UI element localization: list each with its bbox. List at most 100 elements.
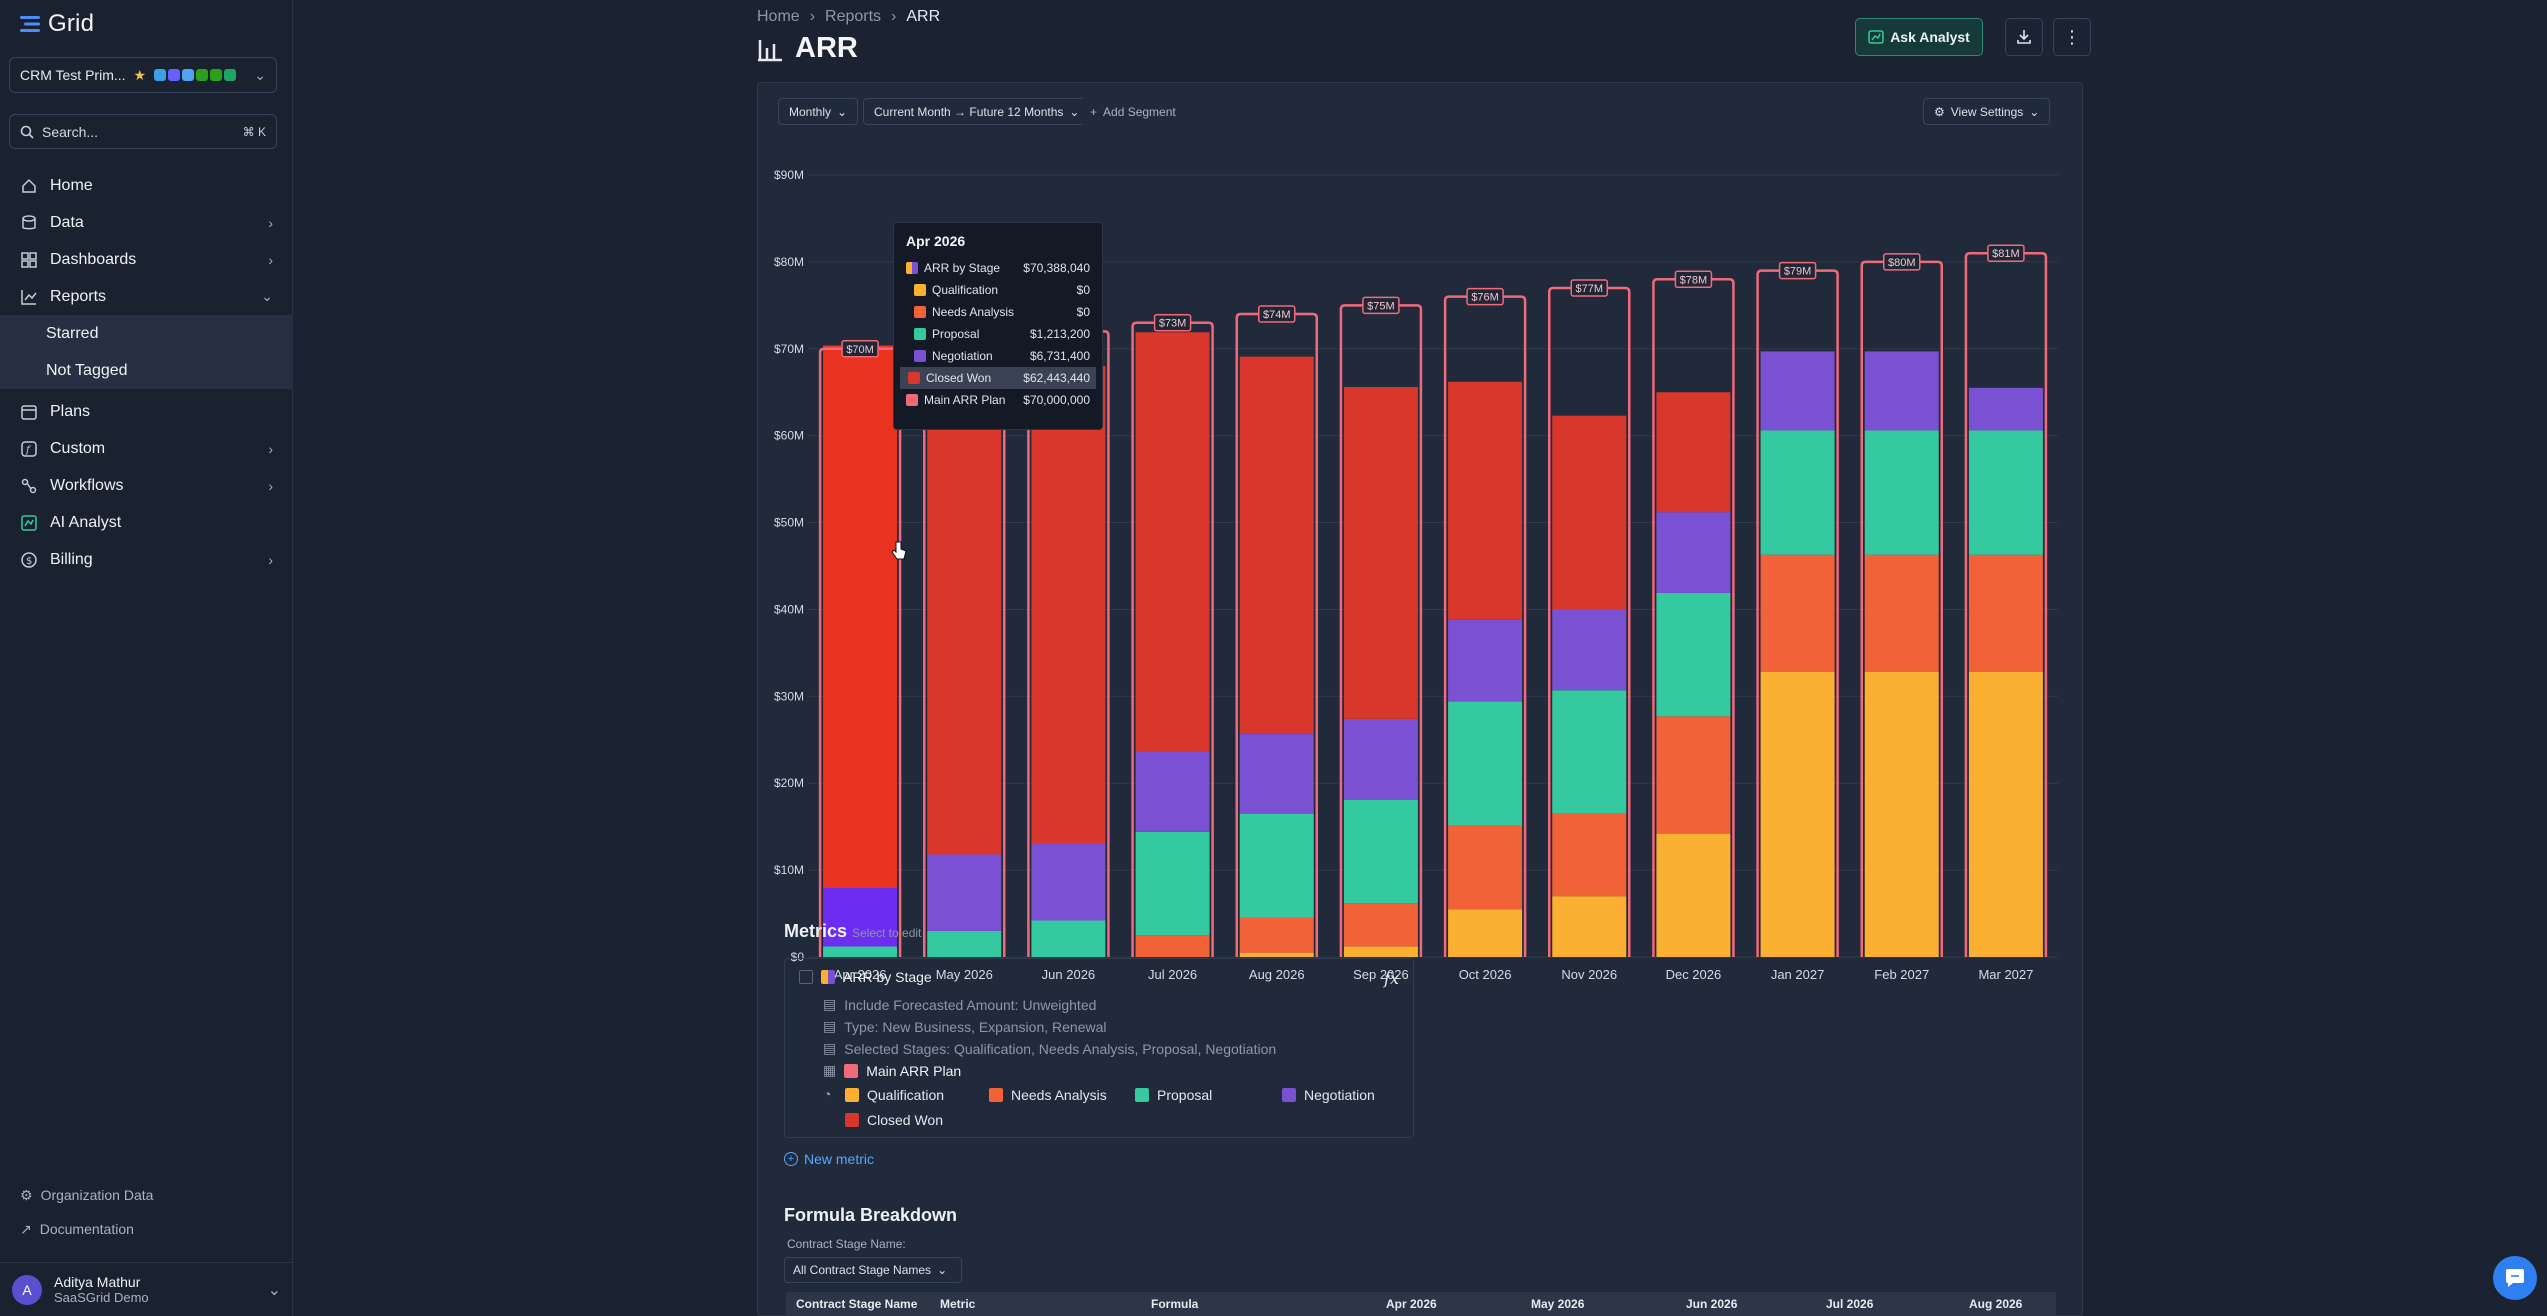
metric-checkbox[interactable] <box>799 970 813 984</box>
bar-segment <box>1968 554 2043 673</box>
app-logo[interactable]: Grid <box>20 10 94 38</box>
bar-segment <box>1343 946 1418 957</box>
date-range-select[interactable]: Current Month → Future 12 Months ⌄ <box>863 98 1091 125</box>
bar-segment <box>1031 920 1106 957</box>
tooltip-label: Negotiation <box>932 349 993 363</box>
nav-item-plans[interactable]: Plans <box>0 393 293 430</box>
column-header[interactable]: May 2026 <box>1531 1297 1585 1311</box>
bar-segment <box>1343 903 1418 947</box>
nav-label: Dashboards <box>50 250 137 268</box>
plan-label: $81M <box>1992 248 2020 260</box>
breadcrumb-home[interactable]: Home <box>757 8 800 25</box>
bar-segment <box>1135 332 1210 752</box>
nav-item-billing[interactable]: $ Billing › <box>0 541 293 578</box>
workspace-switcher[interactable]: CRM Test Prim... ★ ⌄ <box>9 57 277 93</box>
metric-card[interactable]: ARR by Stage fx ▤ Include Forecasted Amou… <box>784 958 1414 1138</box>
arr-chart[interactable]: $0 $10M $20M $30M $40M $50M $60M $70M $80M $90M $7… <box>758 153 2084 983</box>
add-segment-button[interactable]: + Add Segment <box>1080 98 1186 125</box>
nav-item-ai-analyst[interactable]: AI Analyst <box>0 504 293 541</box>
column-header[interactable]: Contract Stage Name <box>796 1297 918 1311</box>
qualification-swatch <box>914 284 926 296</box>
integration-icons <box>154 69 237 81</box>
legend-label: Proposal <box>1157 1087 1213 1103</box>
tooltip-value: $1,213,200 <box>1029 327 1090 341</box>
plan-label-box <box>841 340 879 358</box>
bar-segment <box>1968 430 2043 555</box>
chevron-down-icon: ⌄ <box>261 288 273 304</box>
document-icon: ▤ <box>823 996 837 1012</box>
view-settings-button[interactable]: ⚙ View Settings ⌄ <box>1923 98 2051 125</box>
bar-segment <box>1031 844 1106 921</box>
chat-support-button[interactable] <box>2493 1256 2537 1300</box>
ask-analyst-button[interactable]: Ask Analyst <box>1855 18 1983 56</box>
home-icon <box>20 177 38 195</box>
document-icon: ▤ <box>823 1040 837 1056</box>
column-header[interactable]: Jun 2026 <box>1686 1297 1738 1311</box>
workspace-name: CRM Test Prim... <box>20 67 126 83</box>
y-tick-label: $0 <box>791 950 805 964</box>
plan-label: $79M <box>1784 266 1812 278</box>
nav-label: Home <box>50 176 93 194</box>
chevron-down-icon: ⌄ <box>267 1281 281 1299</box>
bar-segment <box>927 930 1002 957</box>
column-header[interactable]: Jul 2026 <box>1826 1297 1874 1311</box>
breadcrumb-reports[interactable]: Reports <box>825 8 882 25</box>
metric-header: ARR by Stage <box>799 969 932 985</box>
column-header[interactable]: Aug 2026 <box>1969 1297 2023 1311</box>
download-button[interactable] <box>2005 18 2043 56</box>
stripe-icon <box>168 69 181 81</box>
search-shortcut: ⌘ K <box>242 124 266 139</box>
chevron-right-icon: › <box>268 551 273 568</box>
nav-item-workflows[interactable]: Workflows › <box>0 467 293 504</box>
tooltip-label: ARR by Stage <box>924 261 1001 275</box>
nav-item-starred[interactable]: Starred <box>0 315 293 352</box>
y-tick-label: $10M <box>774 863 804 877</box>
tooltip-value: $6,731,400 <box>1029 349 1090 363</box>
plan-swatch <box>906 394 918 406</box>
column-header[interactable]: Formula <box>1151 1297 1199 1311</box>
nav-item-not-tagged[interactable]: Not Tagged <box>0 352 293 389</box>
metric-option-label: Include Forecasted Amount: Unweighted <box>844 996 1097 1013</box>
tooltip-value: $70,000,000 <box>1023 393 1090 407</box>
x-tick-label: Dec 2026 <box>1666 967 1722 982</box>
legend-label: Qualification <box>867 1087 945 1103</box>
nav-item-reports[interactable]: Reports ⌄ <box>0 278 293 315</box>
x-tick-label: Aug 2026 <box>1249 967 1305 982</box>
column-header[interactable]: Metric <box>940 1297 976 1311</box>
star-icon[interactable]: ★ <box>133 66 147 83</box>
user-menu[interactable]: A Aditya Mathur SaaSGrid Demo ⌄ <box>0 1262 293 1316</box>
closed-won-swatch <box>908 372 920 384</box>
x-tick-label: Jun 2026 <box>1042 967 1096 982</box>
nav-item-home[interactable]: Home <box>0 167 293 204</box>
nav-item-custom[interactable]: f Custom › <box>0 430 293 467</box>
bar-segment <box>1448 381 1523 620</box>
metric-option: ▤ Include Forecasted Amount: Unweighted <box>823 996 1096 1013</box>
legend-label: Needs Analysis <box>1011 1087 1107 1103</box>
y-tick-label: $80M <box>774 255 804 269</box>
contract-stage-filter-label: Contract Stage Name: <box>787 1237 906 1251</box>
granularity-select[interactable]: Monthly ⌄ <box>778 98 859 125</box>
bar-segment <box>1343 799 1418 904</box>
nav-label: Not Tagged <box>46 361 128 379</box>
nav-item-data[interactable]: Data › <box>0 204 293 241</box>
new-metric-button[interactable]: + New metric <box>784 1151 874 1167</box>
bar-segment <box>1760 351 1835 431</box>
nav-item-dashboards[interactable]: Dashboards › <box>0 241 293 278</box>
bar-segment <box>1239 917 1314 953</box>
more-vertical-icon: ⋮ <box>2063 27 2081 47</box>
tooltip-label: Main ARR Plan <box>924 393 1006 407</box>
more-options-button[interactable]: ⋮ <box>2053 18 2091 56</box>
formula-icon[interactable]: fx <box>1384 969 1399 988</box>
column-header[interactable]: Apr 2026 <box>1386 1297 1437 1311</box>
link-label: Documentation <box>39 1221 134 1237</box>
organization-data-link[interactable]: ⚙ Organization Data <box>0 1178 293 1212</box>
breadcrumb: Home › Reports › ARR <box>757 8 940 26</box>
documentation-link[interactable]: ↗ Documentation <box>0 1212 293 1246</box>
bar-segment <box>1135 935 1210 957</box>
legend-needs-analysis: Needs Analysis <box>989 1087 1107 1103</box>
add-segment-label: Add Segment <box>1103 104 1176 119</box>
metric-option: ▤ Selected Stages: Qualification, Needs A… <box>823 1040 1276 1057</box>
contract-stage-select[interactable]: All Contract Stage Names ⌄ <box>784 1257 962 1283</box>
legend-proposal: Proposal <box>1135 1087 1212 1103</box>
search-input[interactable]: Search... ⌘ K <box>9 114 277 149</box>
